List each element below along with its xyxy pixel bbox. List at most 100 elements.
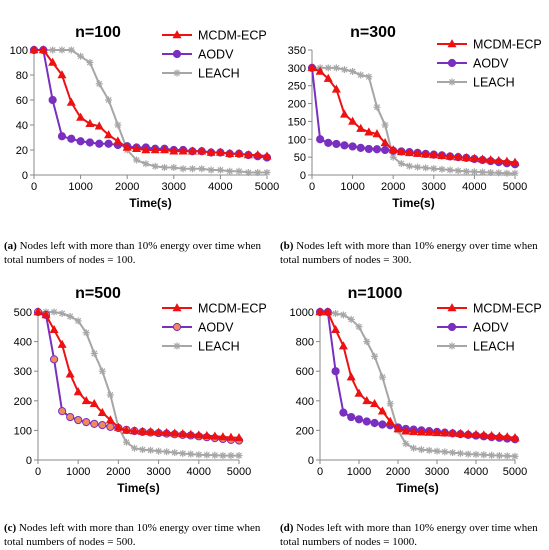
data-point-mcdm-ecp [323,73,333,82]
x-tick-label: 5000 [255,181,279,193]
x-axis-label: Time(s) [392,196,434,210]
data-point-leach [179,165,187,173]
data-point-leach [422,164,430,172]
x-tick-label: 4000 [187,466,211,478]
data-point-mcdm-ecp [186,429,196,438]
y-tick-label: 50 [294,152,306,164]
data-point-aodv [104,139,113,148]
data-point-mcdm-ecp [65,369,75,378]
data-point-leach [219,452,227,460]
legend-label: AODV [198,48,234,62]
data-point-mcdm-ecp [413,148,423,157]
chart-panel-n1000: 0 200 400 600 800 1000 0 1000 2000 3000 4000 5000 Ti… [275,282,549,512]
data-point-mcdm-ecp [396,146,406,156]
caption-d-text: Nodes left with more than 10% energy ove… [280,522,538,548]
y-tick-label: 0 [22,170,28,182]
legend-label: AODV [473,321,509,335]
legend-label: AODV [473,57,509,71]
data-point-mcdm-ecp [57,339,67,348]
data-point-leach [446,166,454,174]
data-point-mcdm-ecp [122,142,132,151]
caption-b: (b) Nodes left with more than 10% energy… [280,239,546,267]
data-point-leach [339,311,347,319]
legend-label: MCDM-ECP [198,302,267,316]
data-point-leach [160,164,168,171]
series-leach [308,64,519,177]
data-point-leach [472,450,480,458]
data-point-leach [495,452,503,460]
data-point-mcdm-ecp [502,432,512,441]
data-point-mcdm-ecp [104,130,114,139]
data-point-mcdm-ecp [121,425,131,434]
data-point-leach [244,169,252,176]
data-point-mcdm-ecp [494,431,504,440]
data-point-aodv [67,134,76,143]
y-tick-label: 400 [296,396,314,408]
data-point-mcdm-ecp [210,431,220,440]
chart-panel-n300: 0 50 100 150 200 250 300 350 0 1000 2000 3000 4000 50… [275,0,549,230]
data-point-mcdm-ecp [48,57,58,66]
axes: 0 200 400 600 800 1000 0 1000 2000 3000 4000 5000 [290,307,528,478]
data-point-leach [373,103,381,111]
data-point-aodv [332,139,341,149]
x-tick-label: 1000 [66,466,90,478]
x-tick-label: 5000 [227,466,251,478]
data-point-mcdm-ecp [510,432,520,442]
data-point-leach [207,166,215,174]
data-point-mcdm-ecp [76,112,86,121]
data-point-leach [151,162,159,170]
x-tick-label: 2000 [106,466,130,478]
axes: 0 50 100 150 200 250 300 350 0 1000 2000 3000 4000 50… [288,45,528,193]
data-point-leach [503,169,511,177]
data-point-leach [67,46,75,54]
legend: MCDM-ECP AODV LEACH [437,38,542,90]
y-tick-label: 500 [14,307,32,319]
y-tick-label: 150 [288,116,306,128]
data-point-leach [430,165,438,173]
legend-label: LEACH [198,340,240,354]
caption-a-text: Nodes left with more than 10% energy ove… [4,240,262,266]
data-point-mcdm-ecp [66,97,76,106]
data-point-mcdm-ecp [404,148,414,157]
data-point-leach [106,391,114,399]
data-point-mcdm-ecp [486,155,496,164]
data-point-mcdm-ecp [440,428,450,437]
data-point-mcdm-ecp [38,45,48,54]
data-point-leach [355,323,363,331]
data-point-leach [74,317,82,325]
data-point-leach [410,444,418,452]
data-point-aodv [82,418,91,427]
data-point-leach [86,59,94,66]
data-point-mcdm-ecp [445,151,455,160]
data-point-mcdm-ecp [348,116,358,125]
data-point-mcdm-ecp [33,307,43,316]
data-point-leach [122,438,130,446]
legend-marker [447,303,457,312]
data-point-mcdm-ecp [429,150,439,159]
data-point-leach [488,451,496,459]
data-point-aodv [316,135,325,144]
data-point-mcdm-ecp [432,427,442,437]
data-point-leach [203,451,211,459]
data-point-leach [405,162,413,170]
y-tick-label: 80 [16,70,28,82]
data-point-aodv [76,137,85,146]
data-point-leach [449,449,457,457]
legend-label: LEACH [473,76,515,90]
data-point-aodv [339,408,348,417]
y-tick-label: 100 [288,134,306,146]
data-point-mcdm-ecp [331,324,341,334]
data-point-leach [227,452,235,460]
data-point-leach [456,449,464,457]
legend-marker [448,78,456,86]
data-point-mcdm-ecp [377,406,387,415]
x-tick-label: 3000 [162,181,186,193]
data-point-aodv [356,143,365,152]
data-point-mcdm-ecp [307,63,317,72]
data-point-aodv [354,415,364,424]
data-point-aodv [362,417,371,426]
data-point-leach [235,452,243,460]
y-tick-label: 0 [300,170,306,182]
